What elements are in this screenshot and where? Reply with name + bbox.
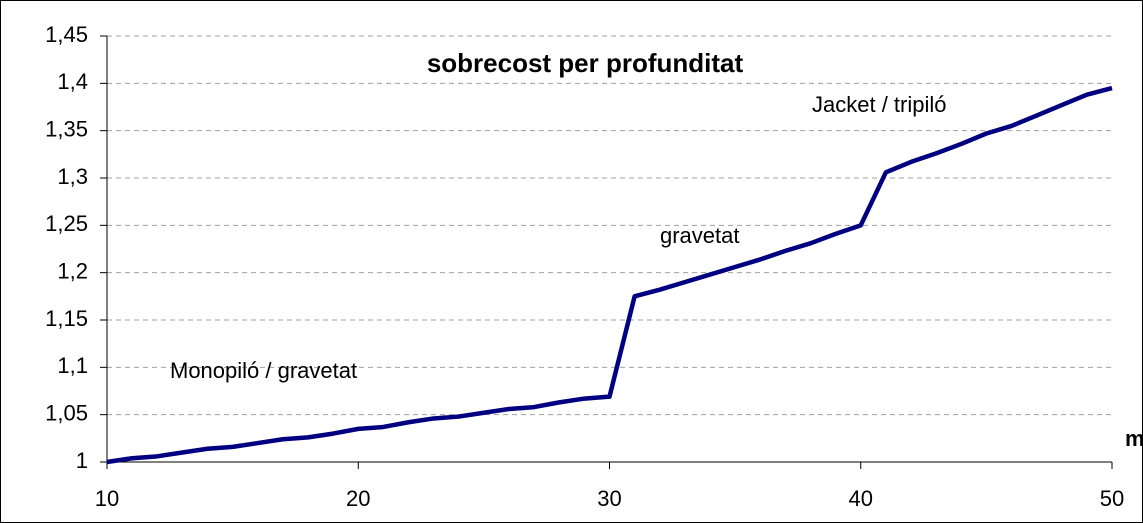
x-tick-label: 50 (1100, 486, 1124, 511)
y-tick-label: 1,05 (45, 400, 88, 425)
y-tick-label: 1,15 (45, 306, 88, 331)
y-tick-label: 1,1 (57, 353, 88, 378)
x-tick-label: 40 (849, 486, 873, 511)
x-axis-label: m (1125, 426, 1143, 451)
y-tick-label: 1,25 (45, 211, 88, 236)
y-tick-label: 1 (76, 448, 88, 473)
y-tick-label: 1,4 (57, 69, 88, 94)
data-line (106, 85, 1113, 465)
annotation: Monopiló / gravetat (170, 358, 357, 383)
y-tick-label: 1,35 (45, 116, 88, 141)
annotation: gravetat (660, 223, 740, 248)
x-tick-label: 20 (346, 486, 370, 511)
y-tick-label: 1,45 (45, 22, 88, 47)
chart-title: sobrecost per profunditat (427, 48, 744, 78)
y-tick-label: 1,2 (57, 258, 88, 283)
y-tick-label: 1,3 (57, 164, 88, 189)
x-tick-label: 10 (95, 486, 119, 511)
annotation: Jacket / tripiló (812, 92, 947, 117)
x-tick-label: 30 (597, 486, 621, 511)
